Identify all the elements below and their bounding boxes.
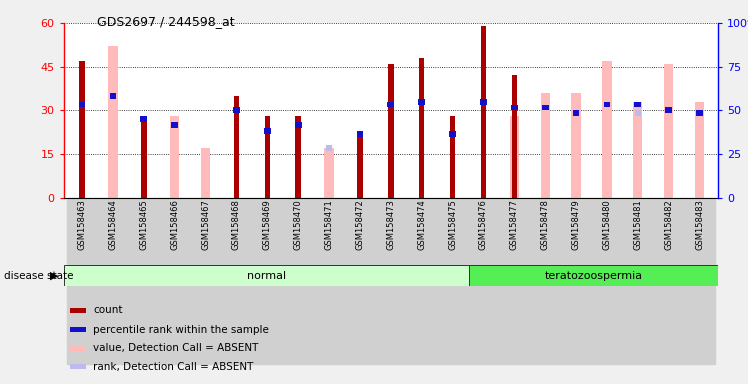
Bar [201, 148, 210, 198]
Bar [70, 308, 87, 313]
Bar [634, 102, 641, 108]
Bar [170, 116, 180, 198]
Bar [283, 198, 313, 364]
Bar [97, 198, 129, 364]
Bar [221, 198, 252, 364]
Bar [190, 198, 221, 364]
Bar [387, 102, 394, 108]
Bar [665, 108, 672, 113]
Bar [375, 198, 406, 364]
Text: GDS2697 / 244598_at: GDS2697 / 244598_at [97, 15, 235, 28]
Bar [450, 116, 456, 198]
Bar [70, 346, 87, 351]
Bar [542, 104, 548, 111]
Bar [67, 198, 97, 364]
Bar [109, 93, 117, 99]
Text: normal: normal [247, 270, 286, 281]
Bar [481, 26, 486, 198]
Bar [684, 198, 715, 364]
Bar [313, 198, 345, 364]
Bar [129, 198, 159, 364]
Bar [233, 108, 240, 113]
Text: rank, Detection Call = ABSENT: rank, Detection Call = ABSENT [93, 362, 254, 372]
Bar [511, 104, 518, 111]
Bar [357, 131, 364, 137]
Bar [592, 198, 622, 364]
Bar [695, 102, 704, 198]
Bar [70, 364, 87, 369]
Bar [388, 64, 393, 198]
Bar [172, 122, 177, 128]
Bar [666, 108, 672, 113]
Bar [634, 102, 643, 198]
Bar [419, 58, 424, 198]
Bar [653, 198, 684, 364]
Bar [233, 96, 239, 198]
Bar [295, 122, 301, 128]
Bar [696, 111, 702, 116]
Bar [159, 198, 190, 364]
Bar [64, 265, 469, 286]
Bar [499, 198, 530, 364]
Bar [573, 111, 579, 116]
Bar [406, 198, 437, 364]
Bar [696, 111, 703, 116]
Bar [108, 46, 117, 198]
Bar [295, 116, 301, 198]
Bar [358, 131, 363, 198]
Bar [418, 99, 425, 104]
Bar [252, 198, 283, 364]
Text: ▶: ▶ [50, 270, 58, 281]
Bar [571, 93, 580, 198]
Bar [437, 198, 468, 364]
Bar [141, 116, 147, 122]
Text: disease state: disease state [4, 270, 73, 281]
Bar [604, 102, 610, 108]
Bar [530, 198, 561, 364]
Bar [622, 198, 653, 364]
Bar [264, 128, 271, 134]
Bar [70, 327, 87, 332]
Text: percentile rank within the sample: percentile rank within the sample [93, 324, 269, 334]
Bar [79, 102, 85, 108]
Bar [265, 116, 270, 198]
Bar [79, 61, 85, 198]
Text: teratozoospermia: teratozoospermia [545, 270, 643, 281]
Bar [541, 93, 550, 198]
Bar [171, 122, 178, 128]
Bar [664, 64, 673, 198]
Text: count: count [93, 305, 123, 315]
Bar [469, 265, 718, 286]
Bar [542, 104, 548, 111]
Bar [561, 198, 592, 364]
Bar [573, 111, 580, 116]
Bar [468, 198, 499, 364]
Bar [141, 116, 147, 198]
Bar [602, 61, 612, 198]
Bar [325, 148, 334, 198]
Text: value, Detection Call = ABSENT: value, Detection Call = ABSENT [93, 343, 258, 353]
Bar [450, 131, 456, 137]
Bar [509, 116, 519, 198]
Bar [604, 102, 610, 108]
Bar [345, 198, 375, 364]
Bar [512, 76, 517, 198]
Bar [480, 99, 487, 104]
Bar [635, 111, 641, 116]
Bar [326, 146, 332, 151]
